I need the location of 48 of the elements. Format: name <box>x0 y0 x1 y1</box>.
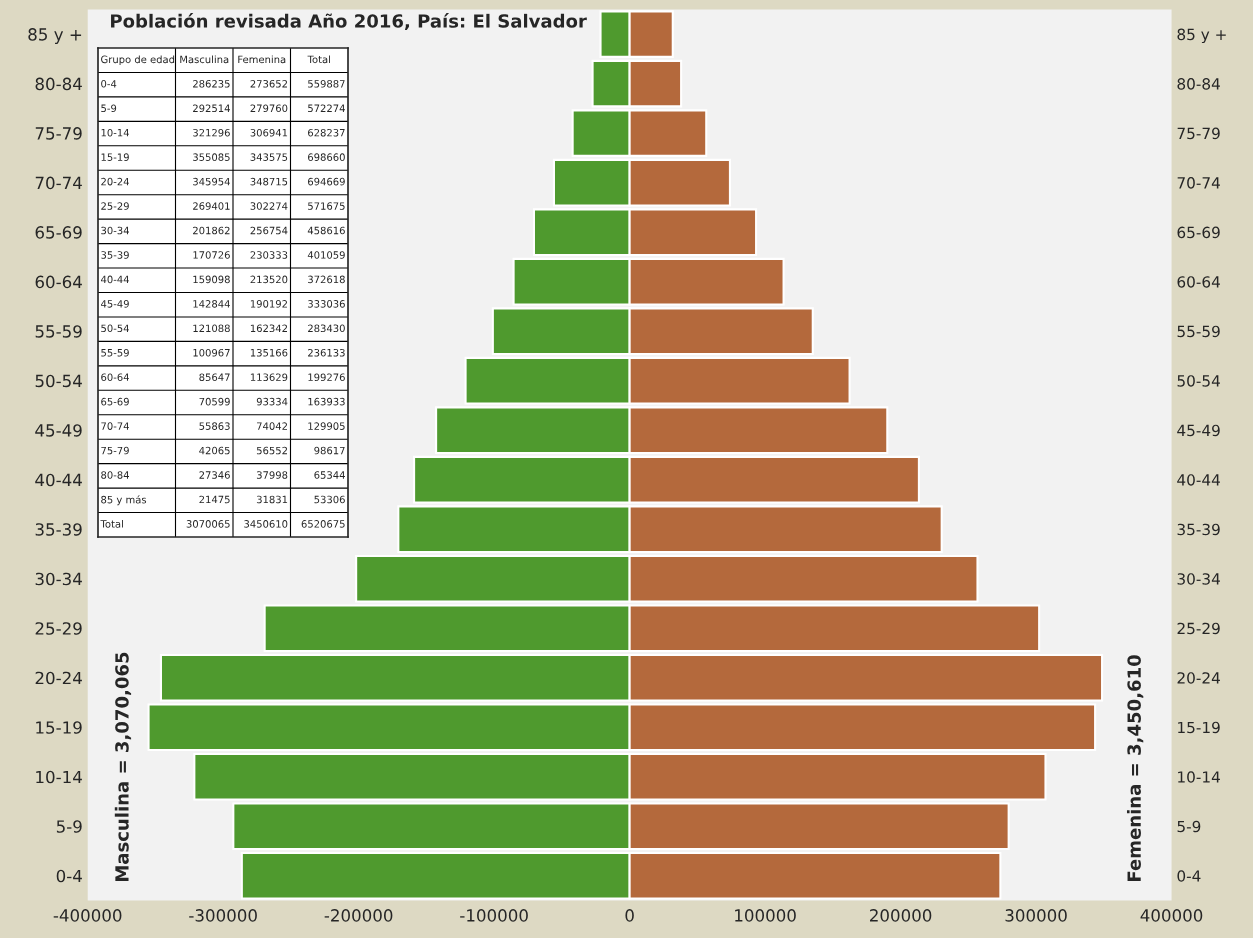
chart-title: Población revisada Año 2016, País: El Salvador <box>111 13 587 31</box>
y-tick-label: 75-79 <box>35 127 82 140</box>
y-tick-label: 55-59 <box>35 325 82 338</box>
x-tick-label: -400000 <box>53 909 122 922</box>
x-tick-label: 100000 <box>735 909 796 922</box>
y-tick-label: 85 y + <box>28 28 82 44</box>
y-tick-label: 65-69 <box>35 226 82 239</box>
category-label: 65-69 <box>1177 226 1220 239</box>
category-label: 60-64 <box>1177 276 1220 288</box>
category-label: 55-59 <box>1177 325 1220 338</box>
category-label: 5-9 <box>1177 820 1201 833</box>
x-tick-label: 300000 <box>1005 909 1067 922</box>
y-tick-label: 60-64 <box>35 275 82 289</box>
x-tick-label: 400000 <box>1140 909 1203 922</box>
y-tick-label: 30-34 <box>35 572 82 586</box>
x-tick-label: -300000 <box>189 909 257 922</box>
y-tick-label: 45-49 <box>35 424 82 437</box>
category-label: 80-84 <box>1177 78 1220 90</box>
y-tick-label: 10-14 <box>36 770 82 784</box>
category-label: 20-24 <box>1177 672 1220 684</box>
y-tick-label: 35-39 <box>35 523 82 536</box>
category-label: 75-79 <box>1177 127 1220 140</box>
y-tick-label: 20-24 <box>35 671 82 685</box>
x-tick-label: 200000 <box>870 909 932 922</box>
category-label: 40-44 <box>1177 474 1220 486</box>
y-tick-label: 50-54 <box>35 374 82 388</box>
category-label: 70-74 <box>1177 177 1220 189</box>
x-tick-label: 0 <box>625 909 634 922</box>
y-tick-label: 40-44 <box>35 473 82 487</box>
category-label: 45-49 <box>1177 424 1220 437</box>
category-label: 25-29 <box>1177 622 1220 635</box>
category-label: 15-19 <box>1178 721 1220 734</box>
y-tick-label: 25-29 <box>35 622 82 635</box>
y-tick-label: 0-4 <box>56 869 82 883</box>
category-label: 30-34 <box>1177 573 1220 585</box>
annotation: Femenina = 3,450,610 <box>1126 655 1144 881</box>
x-tick-label: -200000 <box>324 909 393 922</box>
y-tick-label: 5-9 <box>56 820 82 833</box>
category-label: 50-54 <box>1177 375 1220 387</box>
category-label: 10-14 <box>1178 771 1220 783</box>
annotation: Masculina = 3,070,065 <box>114 652 132 881</box>
category-label: 0-4 <box>1177 870 1201 882</box>
x-tick-label: -100000 <box>460 909 528 922</box>
y-tick-label: 15-19 <box>36 721 82 734</box>
y-tick-label: 80-84 <box>35 77 82 91</box>
category-label: 35-39 <box>1177 523 1220 536</box>
y-tick-label: 70-74 <box>35 176 82 190</box>
category-label: 85 y + <box>1177 28 1226 44</box>
